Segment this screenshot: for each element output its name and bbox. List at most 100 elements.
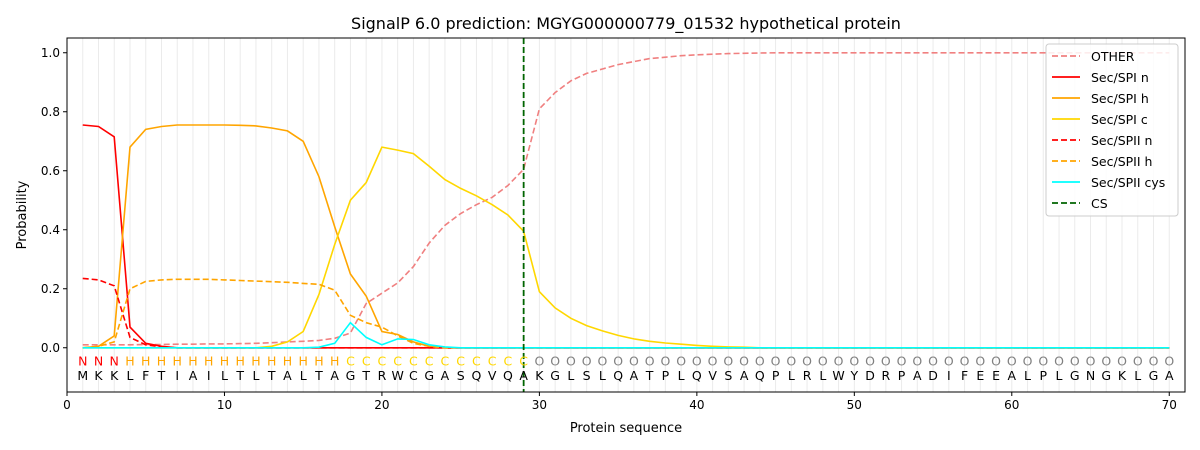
region-label: H xyxy=(220,353,229,368)
region-label: H xyxy=(157,353,166,368)
residue-label: T xyxy=(314,368,323,383)
region-label: O xyxy=(582,353,592,368)
residue-label: T xyxy=(235,368,244,383)
residue-label: A xyxy=(283,368,292,383)
residue-label: A xyxy=(189,368,198,383)
residue-label: P xyxy=(662,368,670,383)
region-label: O xyxy=(1133,353,1143,368)
region-label: H xyxy=(267,353,276,368)
residue-label: A xyxy=(740,368,749,383)
legend-label: OTHER xyxy=(1091,49,1135,64)
x-tick-label: 10 xyxy=(217,398,232,412)
region-label: O xyxy=(692,353,702,368)
region-label: O xyxy=(550,353,560,368)
residue-label: L xyxy=(599,368,606,383)
residue-label: R xyxy=(378,368,387,383)
region-label: H xyxy=(330,353,339,368)
region-label: O xyxy=(566,353,576,368)
region-label: O xyxy=(928,353,938,368)
region-label: C xyxy=(488,353,497,368)
residue-label: Y xyxy=(850,368,859,383)
plot-frame xyxy=(66,37,1186,393)
residue-label: L xyxy=(788,368,795,383)
x-tick-label: 60 xyxy=(1004,398,1019,412)
region-label: H xyxy=(188,353,197,368)
residue-label: A xyxy=(441,368,450,383)
residue-label: E xyxy=(992,368,1000,383)
region-label: O xyxy=(1117,353,1127,368)
series-line-sec-spii-cys xyxy=(82,321,1170,349)
residue-label: K xyxy=(110,368,119,383)
region-label: O xyxy=(645,353,655,368)
residue-label: P xyxy=(898,368,906,383)
residue-label: A xyxy=(519,368,528,383)
region-label: O xyxy=(755,353,765,368)
residue-label: A xyxy=(913,368,922,383)
x-tick-label: 40 xyxy=(689,398,704,412)
residue-label: A xyxy=(1165,368,1174,383)
region-label: O xyxy=(912,353,922,368)
region-label: O xyxy=(739,353,749,368)
series-line-sec-spi-h xyxy=(82,124,1170,349)
region-label: O xyxy=(613,353,623,368)
residue-label: E xyxy=(976,368,984,383)
series-line-other xyxy=(82,51,1170,346)
x-tick-label: 70 xyxy=(1162,398,1177,412)
residue-label: L xyxy=(819,368,826,383)
residue-label: L xyxy=(1134,368,1141,383)
region-label: O xyxy=(1038,353,1048,368)
residue-label: D xyxy=(928,368,938,383)
y-tick-label: 0.4 xyxy=(41,223,60,237)
region-label: O xyxy=(771,353,781,368)
region-label: O xyxy=(1023,353,1033,368)
residue-label: M xyxy=(77,368,88,383)
residue-label: W xyxy=(832,368,844,383)
residue-label: L xyxy=(127,368,134,383)
residue-label: Q xyxy=(755,368,765,383)
region-label: C xyxy=(472,353,481,368)
residue-label: G xyxy=(346,368,356,383)
residue-label: K xyxy=(1118,368,1127,383)
region-label: O xyxy=(629,353,639,368)
residue-label: G xyxy=(424,368,434,383)
region-label: C xyxy=(441,353,450,368)
residue-label: A xyxy=(1008,368,1017,383)
residue-label: T xyxy=(157,368,166,383)
residue-label: Q xyxy=(692,368,702,383)
residue-label: N xyxy=(1086,368,1095,383)
residue-label: T xyxy=(361,368,370,383)
region-label: O xyxy=(708,353,718,368)
region-label: H xyxy=(314,353,323,368)
residue-label: T xyxy=(267,368,276,383)
region-label: O xyxy=(944,353,954,368)
series-line-sec-spi-c xyxy=(82,146,1170,349)
legend-label: Sec/SPII n xyxy=(1091,133,1152,148)
y-tick-label: 0.6 xyxy=(41,164,60,178)
region-label: O xyxy=(834,353,844,368)
residue-label: P xyxy=(772,368,780,383)
region-label: H xyxy=(173,353,182,368)
region-label: O xyxy=(723,353,733,368)
grid-lines xyxy=(82,38,1170,392)
series-lines xyxy=(82,38,1170,392)
residue-label: I xyxy=(175,368,179,383)
y-axis-label: Probability xyxy=(15,180,30,249)
region-label: H xyxy=(141,353,150,368)
region-label: C xyxy=(456,353,465,368)
region-label: O xyxy=(597,353,607,368)
legend: OTHER Sec/SPI n Sec/SPI h Sec/SPI c Sec/SPII… xyxy=(1045,43,1179,217)
y-tick-label: 0.8 xyxy=(41,105,60,119)
region-label: O xyxy=(1054,353,1064,368)
legend-label: Sec/SPI n xyxy=(1091,70,1149,85)
legend-label: Sec/SPII cys xyxy=(1091,175,1165,190)
region-label: O xyxy=(975,353,985,368)
region-label: C xyxy=(425,353,434,368)
residue-label: K xyxy=(94,368,103,383)
region-label: O xyxy=(865,353,875,368)
region-label: C xyxy=(393,353,402,368)
residue-label: L xyxy=(1056,368,1063,383)
region-label: N xyxy=(78,353,87,368)
region-label: C xyxy=(519,353,528,368)
